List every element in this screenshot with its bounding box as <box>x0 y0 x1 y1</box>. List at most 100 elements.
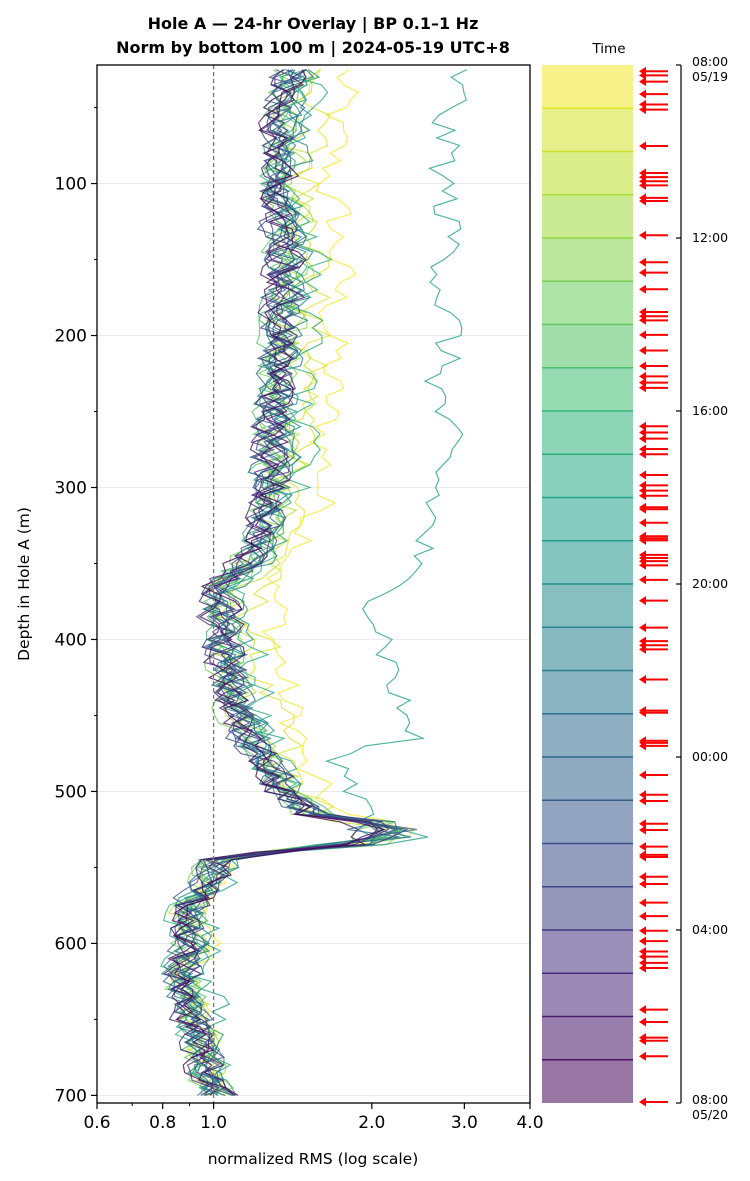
event-marker-arrowhead <box>639 963 646 973</box>
colorbar <box>542 65 633 1103</box>
x-tick-label: 0.6 <box>83 1113 110 1133</box>
x-axis-label: normalized RMS (log scale) <box>208 1150 419 1168</box>
event-marker-arrowhead <box>639 825 646 835</box>
colorbar-band <box>542 238 633 282</box>
x-tick-label: 4.0 <box>516 1113 543 1133</box>
colorbar-title: Time <box>591 41 625 57</box>
colorbar-band <box>542 151 633 195</box>
event-marker-arrowhead <box>639 518 646 528</box>
colorbar-tick-label: 08:00 <box>692 1092 728 1107</box>
colorbar-band <box>542 65 633 109</box>
plot-area <box>96 64 531 1104</box>
colorbar-band <box>542 108 633 152</box>
event-marker-arrowhead <box>639 911 646 921</box>
event-markers <box>639 66 668 1107</box>
event-marker-arrowhead <box>639 371 646 381</box>
event-marker-arrowhead <box>639 257 646 267</box>
colorbar-band <box>542 843 633 887</box>
event-marker-arrowhead <box>639 842 646 852</box>
event-marker-arrowhead <box>639 284 646 294</box>
y-tick-label: 100 <box>55 175 87 195</box>
event-marker-arrowhead <box>639 315 646 325</box>
series-line-hour-10 <box>180 69 467 1096</box>
event-marker-arrowhead <box>639 644 646 654</box>
chart-title-line2: Norm by bottom 100 m | 2024-05-19 UTC+8 <box>116 38 510 58</box>
colorbar-tick-label: 00:00 <box>692 749 728 764</box>
event-marker-arrowhead <box>639 77 646 87</box>
colorbar-band <box>542 411 633 455</box>
event-marker-arrowhead <box>639 926 646 936</box>
event-marker-arrowhead <box>639 936 646 946</box>
colorbar-tick-label: 04:00 <box>692 922 728 937</box>
y-axis: 100 200 300 400 500 600 700 <box>55 107 97 1106</box>
event-marker-arrowhead <box>639 1097 646 1107</box>
chart-title-line1: Hole A — 24-hr Overlay | BP 0.1–1 Hz <box>148 14 479 34</box>
colorbar-tick-label: 16:00 <box>692 403 728 418</box>
event-marker-arrowhead <box>639 770 646 780</box>
colorbar-axis: 08:0005/1912:0016:0020:0000:0004:0008:00… <box>676 54 728 1122</box>
colorbar-band <box>542 281 633 325</box>
colorbar-band <box>542 367 633 411</box>
colorbar-tick-date: 05/20 <box>692 1107 728 1122</box>
event-marker-arrowhead <box>639 879 646 889</box>
event-marker-arrowhead <box>639 560 646 570</box>
y-tick-label: 700 <box>55 1086 87 1106</box>
event-marker-arrowhead <box>639 70 646 80</box>
colorbar-tick-label: 20:00 <box>692 576 728 591</box>
event-marker-arrowhead <box>639 141 646 151</box>
event-marker-arrowhead <box>639 504 646 514</box>
event-marker-arrowhead <box>639 1036 646 1046</box>
series-line-hour-14 <box>163 69 398 1096</box>
series-line-hour-6 <box>172 69 395 1096</box>
event-marker-arrowhead <box>639 872 646 882</box>
event-marker-arrowhead <box>639 470 646 480</box>
series-line-hour-17 <box>166 69 398 1096</box>
event-marker-arrowhead <box>639 1051 646 1061</box>
event-marker-arrowhead <box>639 535 646 545</box>
series-line-hour-22 <box>167 69 367 1096</box>
colorbar-band <box>542 454 633 498</box>
series-line-hour-9 <box>175 69 402 1096</box>
event-marker-arrowhead <box>639 449 646 459</box>
event-marker-arrowhead <box>639 708 646 718</box>
event-marker-arrowhead <box>639 852 646 862</box>
colorbar-tick-label: 08:00 <box>692 54 728 69</box>
event-marker-arrowhead <box>639 330 646 340</box>
series-layer <box>159 69 467 1096</box>
event-marker-arrowhead <box>639 675 646 684</box>
x-tick-label: 0.8 <box>149 1113 176 1133</box>
colorbar-band <box>542 540 633 584</box>
event-marker-arrowhead <box>639 180 646 190</box>
event-marker-arrowhead <box>639 346 646 355</box>
colorbar-band <box>542 930 633 974</box>
event-marker-arrowhead <box>639 421 646 431</box>
event-marker-arrowhead <box>639 105 646 115</box>
colorbar-band <box>542 324 633 368</box>
event-marker-arrowhead <box>639 268 646 278</box>
event-marker-arrowhead <box>639 596 646 606</box>
event-marker-arrowhead <box>639 952 646 962</box>
colorbar-tick-date: 05/19 <box>692 69 728 84</box>
series-line-hour-23 <box>171 69 387 1096</box>
y-tick-label: 500 <box>55 782 87 802</box>
event-marker-arrowhead <box>639 434 646 444</box>
colorbar-band <box>542 757 633 801</box>
event-marker-arrowhead <box>639 790 646 800</box>
colorbar-band <box>542 886 633 930</box>
event-marker-arrowhead <box>639 796 646 806</box>
x-axis: 0.6 0.8 1.0 2.0 3.0 4.0 <box>83 1103 544 1133</box>
event-marker-arrowhead <box>639 1005 646 1015</box>
y-axis-label: Depth in Hole A (m) <box>15 507 33 661</box>
event-marker-arrowhead <box>639 741 646 751</box>
colorbar-band <box>542 973 633 1017</box>
y-tick-label: 300 <box>55 478 87 498</box>
colorbar-band <box>542 584 633 628</box>
event-marker-arrowhead <box>639 819 646 829</box>
colorbar-band <box>542 713 633 757</box>
plot-frame <box>96 64 531 1104</box>
x-tick-label: 3.0 <box>451 1113 478 1133</box>
colorbar-band <box>542 497 633 541</box>
event-marker-arrowhead <box>639 575 646 585</box>
event-marker-arrowhead <box>639 491 646 501</box>
